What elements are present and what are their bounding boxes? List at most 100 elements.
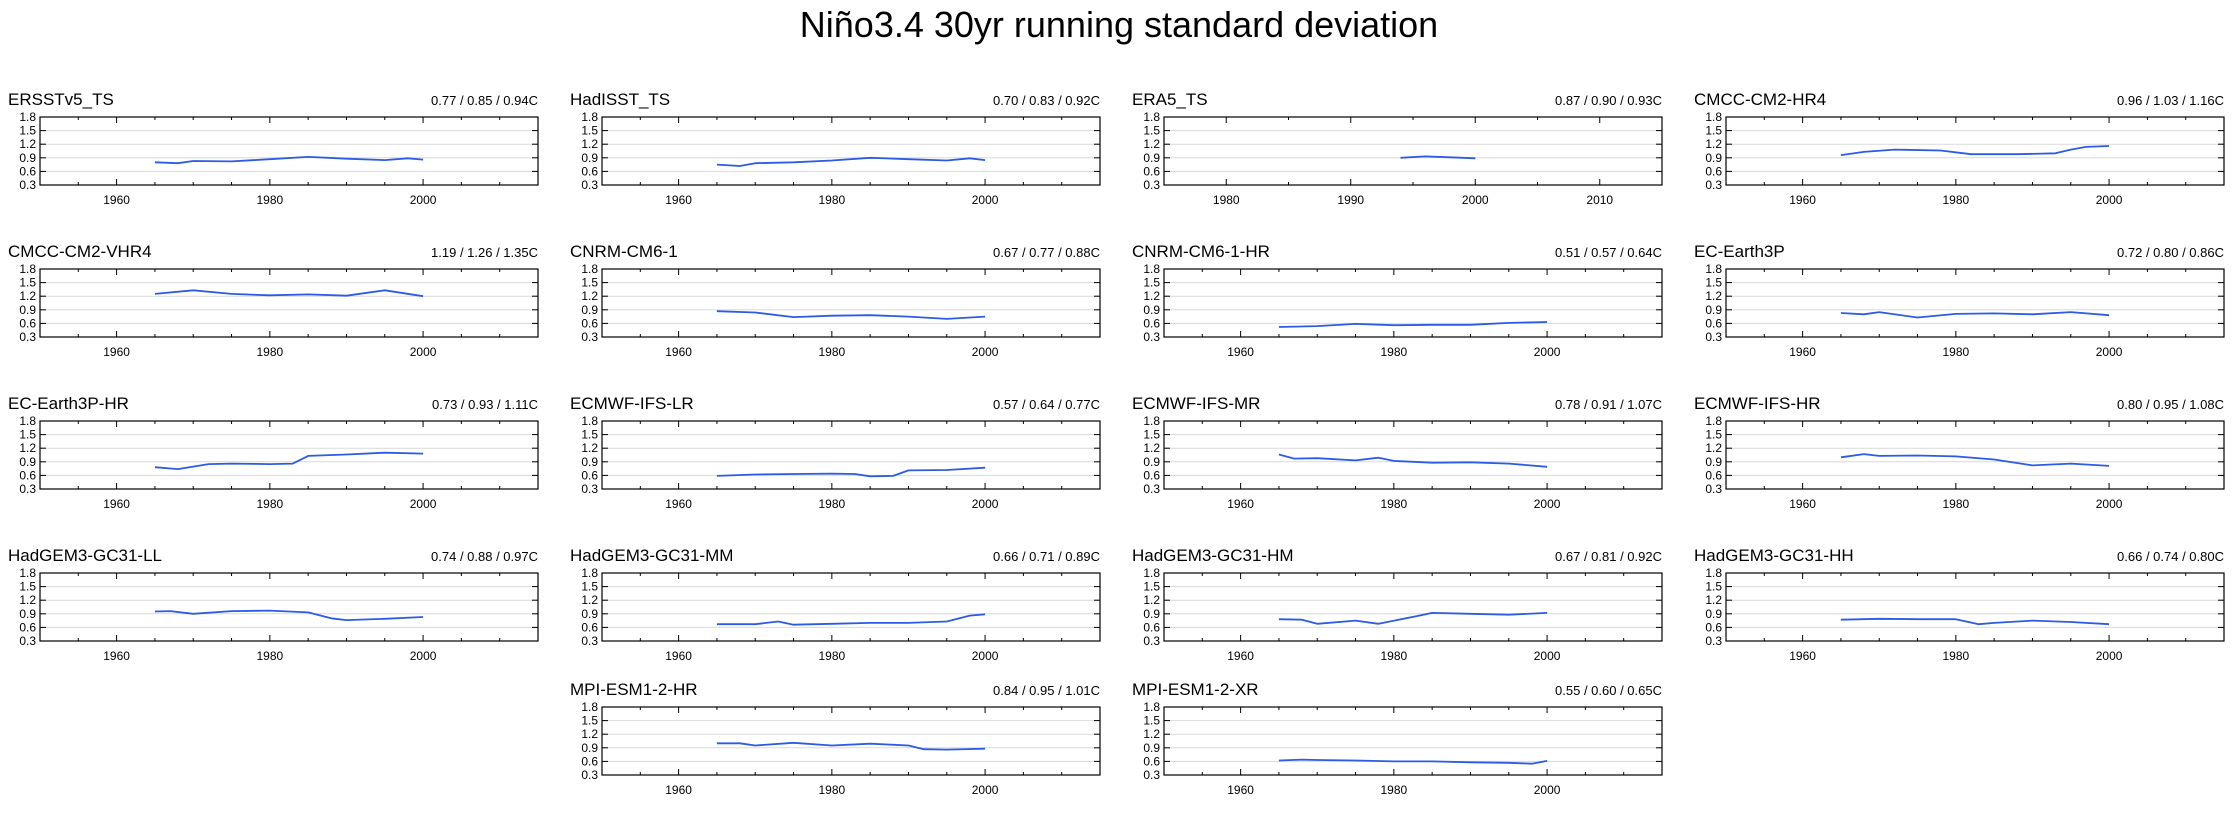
y-tick-label: 1.5 xyxy=(1143,714,1160,728)
line-chart: 0.30.60.91.21.51.8 1960 1980 2000 xyxy=(19,262,539,359)
series-line xyxy=(1278,758,1548,765)
y-tick-label: 1.2 xyxy=(1143,137,1160,151)
panel-title: HadGEM3-GC31-HM xyxy=(1132,546,1294,565)
y-tick-label: 0.9 xyxy=(19,607,36,621)
line-chart: 0.30.60.91.21.51.8 1960 1980 2000 xyxy=(1705,262,2225,359)
x-tick-label: 2000 xyxy=(2096,497,2123,511)
plot-frame xyxy=(1725,268,2225,338)
y-tick-label: 0.6 xyxy=(19,468,36,482)
x-tick-label: 1980 xyxy=(256,497,283,511)
series-line xyxy=(716,466,986,478)
line-chart: 0.30.60.91.21.51.8 1960 1980 2000 xyxy=(581,414,1101,511)
x-tick-label: 2000 xyxy=(972,345,999,359)
line-chart: 0.30.60.91.21.51.8 1960 1980 2000 xyxy=(19,110,539,207)
panel-stats: 0.67 / 0.77 / 0.88C xyxy=(993,245,1100,260)
plot-frame xyxy=(601,706,1101,776)
y-tick-label: 0.6 xyxy=(1705,468,1722,482)
x-tick-label: 1980 xyxy=(818,783,845,797)
x-tick-label: 1960 xyxy=(1227,649,1254,663)
chart-panel: HadISST_TS 0.70 / 0.83 / 0.92C 0.3 0.6 0.9 1.… xyxy=(570,90,1101,207)
y-tick-label: 1.5 xyxy=(19,276,36,290)
x-tick-label: 2000 xyxy=(410,497,437,511)
y-tick-label: 1.2 xyxy=(1705,137,1722,151)
series-line xyxy=(1840,145,2110,156)
y-tick-label: 0.3 xyxy=(19,634,36,648)
x-tick-label: 1980 xyxy=(1380,783,1407,797)
plot-frame xyxy=(1725,572,2225,642)
y-tick-label: 0.3 xyxy=(581,178,598,192)
x-tick-label: 2000 xyxy=(2096,649,2123,663)
y-tick-label: 1.5 xyxy=(1143,124,1160,138)
panel-stats: 0.78 / 0.91 / 1.07C xyxy=(1555,397,1662,412)
y-tick-label: 0.9 xyxy=(1705,151,1722,165)
y-tick-label: 0.6 xyxy=(1705,164,1722,178)
y-tick-label: 1.5 xyxy=(1705,428,1722,442)
x-tick-label: 1960 xyxy=(103,649,130,663)
y-tick-label: 0.6 xyxy=(19,316,36,330)
x-tick-label: 1960 xyxy=(665,345,692,359)
chart-panel: CNRM-CM6-1-HR 0.51 / 0.57 / 0.64C 0.3 0.6 0.… xyxy=(1132,242,1663,359)
x-tick-label: 2000 xyxy=(410,193,437,207)
y-tick-label: 0.3 xyxy=(1705,178,1722,192)
x-tick-label: 2000 xyxy=(1534,345,1561,359)
y-tick-label: 0.3 xyxy=(1705,634,1722,648)
x-tick-label: 2000 xyxy=(972,193,999,207)
panel-title: ERA5_TS xyxy=(1132,90,1208,109)
panel-stats: 0.84 / 0.95 / 1.01C xyxy=(993,683,1100,698)
chart-panel: EC-Earth3P 0.72 / 0.80 / 0.86C 0.3 0.6 0.9 1.… xyxy=(1694,242,2225,359)
y-tick-label: 1.5 xyxy=(581,428,598,442)
panel-title: HadISST_TS xyxy=(570,90,671,109)
series-line xyxy=(1278,453,1548,468)
y-tick-label: 1.5 xyxy=(1143,276,1160,290)
series-line xyxy=(1840,617,2110,626)
plot-frame xyxy=(39,420,539,490)
y-tick-label: 1.2 xyxy=(1143,727,1160,741)
plot-frame xyxy=(1163,706,1663,776)
panel-stats: 0.87 / 0.90 / 0.93C xyxy=(1555,93,1662,108)
y-tick-label: 0.6 xyxy=(1143,620,1160,634)
x-tick-label: 2000 xyxy=(1534,649,1561,663)
y-tick-label: 0.3 xyxy=(19,330,36,344)
panel-stats: 0.70 / 0.83 / 0.92C xyxy=(993,93,1100,108)
series-line xyxy=(716,613,986,626)
line-chart: 0.30.60.91.21.51.8 1960 1980 2000 xyxy=(19,566,539,663)
panel-stats: 0.80 / 0.95 / 1.08C xyxy=(2117,397,2224,412)
panel-title: MPI-ESM1-2-HR xyxy=(570,680,698,699)
line-chart: 0.30.60.91.21.51.8 1960 1980 2000 xyxy=(1143,700,1663,797)
chart-panel: MPI-ESM1-2-HR 0.84 / 0.95 / 1.01C 0.3 0.6 0.… xyxy=(570,680,1101,797)
series-line xyxy=(154,156,424,165)
y-tick-label: 1.8 xyxy=(19,262,36,276)
plot-frame xyxy=(1163,116,1663,186)
y-tick-label: 1.5 xyxy=(19,580,36,594)
y-tick-label: 1.5 xyxy=(1143,428,1160,442)
panel-stats: 0.72 / 0.80 / 0.86C xyxy=(2117,245,2224,260)
y-tick-label: 1.8 xyxy=(1143,414,1160,428)
y-tick-label: 1.8 xyxy=(19,566,36,580)
chart-panel: EC-Earth3P-HR 0.73 / 0.93 / 1.11C 0.3 0.6 0.… xyxy=(8,394,539,511)
x-tick-label: 2000 xyxy=(1534,497,1561,511)
y-tick-label: 1.8 xyxy=(581,700,598,714)
y-tick-label: 0.3 xyxy=(19,178,36,192)
line-chart: 0.30.60.91.21.51.8 1960 1980 2000 xyxy=(1143,262,1663,359)
y-tick-label: 0.3 xyxy=(19,482,36,496)
x-tick-label: 1980 xyxy=(818,193,845,207)
panel-stats: 0.51 / 0.57 / 0.64C xyxy=(1555,245,1662,260)
x-tick-label: 1960 xyxy=(1789,193,1816,207)
y-tick-label: 0.6 xyxy=(581,620,598,634)
series-line xyxy=(716,310,986,320)
x-tick-label: 2000 xyxy=(1462,193,1489,207)
y-tick-label: 0.3 xyxy=(1143,482,1160,496)
y-tick-label: 0.6 xyxy=(581,468,598,482)
x-tick-label: 2000 xyxy=(972,783,999,797)
x-tick-label: 1960 xyxy=(665,497,692,511)
plot-frame xyxy=(601,572,1101,642)
chart-panel: HadGEM3-GC31-HM 0.67 / 0.81 / 0.92C 0.3 0.6… xyxy=(1132,546,1663,663)
chart-panel: ECMWF-IFS-LR 0.57 / 0.64 / 0.77C 0.3 0.6 0.9… xyxy=(570,394,1101,511)
line-chart: 0.30.60.91.21.51.8 1960 1980 2000 xyxy=(19,414,539,511)
series-line xyxy=(1278,612,1548,625)
x-tick-label: 1990 xyxy=(1337,193,1364,207)
y-tick-label: 1.8 xyxy=(1143,110,1160,124)
y-tick-label: 0.6 xyxy=(19,164,36,178)
chart-panel: CNRM-CM6-1 0.67 / 0.77 / 0.88C 0.3 0.6 0.9 1.… xyxy=(570,242,1101,359)
y-tick-label: 1.5 xyxy=(581,124,598,138)
